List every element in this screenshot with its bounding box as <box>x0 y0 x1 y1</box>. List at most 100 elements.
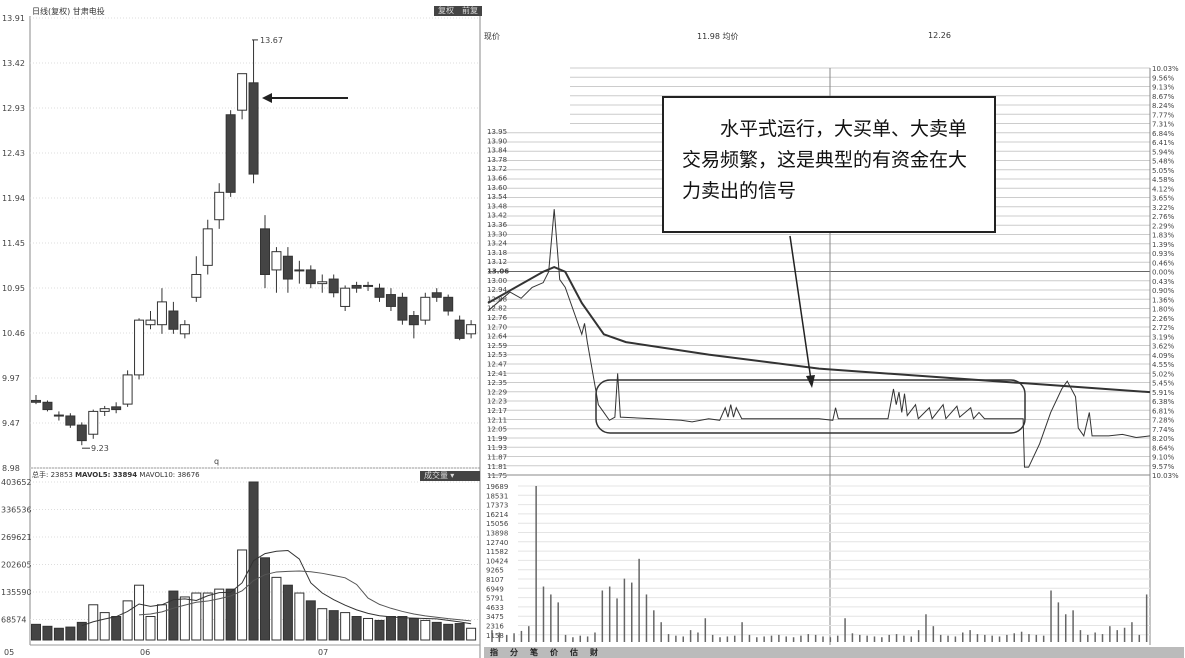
price-tick-label: 11.87 <box>487 454 507 462</box>
pct-tick-label: 0.93% <box>1152 250 1175 258</box>
candle-body <box>214 191 225 221</box>
candle-body <box>397 296 408 321</box>
pct-tick-label: 4.12% <box>1152 185 1175 193</box>
pct-tick-label: 8.20% <box>1152 435 1175 443</box>
mavol5: MAVOL5: 33894 <box>75 471 138 479</box>
volume-bar <box>145 616 156 641</box>
volume-bar <box>466 627 477 641</box>
pct-tick-label: 10.03% <box>1152 472 1179 480</box>
volume-bar <box>385 616 396 641</box>
restore-rights-button[interactable]: 复权 <box>434 6 458 16</box>
current-value: 12.26 <box>928 31 951 40</box>
candle-body <box>156 301 167 326</box>
price-tick-label: 13.54 <box>487 193 508 201</box>
tab-1[interactable]: 分 <box>510 648 518 657</box>
pct-tick-label: 7.31% <box>1152 121 1175 129</box>
candle-body <box>99 408 110 412</box>
pct-tick-label: 8.24% <box>1152 102 1175 110</box>
volume-bar <box>42 625 53 641</box>
mavol5-line <box>81 549 472 627</box>
tab-2[interactable]: 笔 <box>530 648 538 657</box>
candle-body <box>179 324 190 335</box>
price-tick-label: 11.94 <box>2 194 25 203</box>
volume-bar <box>191 592 202 641</box>
pct-tick-label: 4.58% <box>1152 176 1175 184</box>
price-tick-label: 12.43 <box>2 149 25 158</box>
volume-bar <box>202 592 213 641</box>
pct-tick-label: 5.05% <box>1152 167 1175 175</box>
pct-tick-label: 7.77% <box>1152 111 1175 119</box>
volume-tick-label: 336536 <box>1 506 32 515</box>
volume-tick-label: 202605 <box>1 561 32 570</box>
pct-tick-label: 5.94% <box>1152 148 1175 156</box>
volume-bar <box>340 612 351 641</box>
volume-tick-label: 12740 <box>486 539 508 547</box>
volume-tick-label: 68574 <box>1 616 26 625</box>
pct-tick-label: 0.90% <box>1152 287 1175 295</box>
price-tick-label: 8.98 <box>2 464 20 473</box>
volume-tick-label: 19689 <box>486 483 508 491</box>
volume-tick-label: 13898 <box>486 530 508 538</box>
volume-bar <box>179 596 190 641</box>
avg-price-label: 11.98 均价 <box>697 32 739 41</box>
volume-bar <box>363 617 374 641</box>
volume-bar <box>88 604 99 641</box>
volume-bar <box>134 584 145 641</box>
price-tick-label: 12.11 <box>487 416 507 424</box>
pct-tick-label: 8.67% <box>1152 93 1175 101</box>
volume-bar <box>168 590 179 641</box>
pct-tick-label: 3.22% <box>1152 204 1175 212</box>
price-tick-label: 13.06 <box>487 268 509 276</box>
candle-body <box>431 292 442 298</box>
price-tick-label: 12.05 <box>487 426 507 434</box>
candle-body <box>248 82 259 175</box>
price-tick-label: 11.93 <box>487 444 507 452</box>
tab-5[interactable]: 财 <box>590 648 598 657</box>
candle-body <box>31 399 41 403</box>
candle-body <box>65 415 76 426</box>
price-tick-label: 13.36 <box>487 221 508 229</box>
price-tick-label: 12.53 <box>487 351 507 359</box>
price-tick-label: 12.41 <box>487 370 507 378</box>
volume-indicator-select[interactable]: 成交量 ▾ <box>420 471 480 481</box>
candle-body <box>237 73 248 111</box>
candle-body <box>351 284 362 289</box>
volume-bar <box>351 616 362 641</box>
volume-tick-label: 4633 <box>486 604 504 612</box>
volume-bar <box>214 588 225 641</box>
volume-tick-label: 8107 <box>486 576 504 584</box>
price-tick-label: 13.48 <box>487 202 507 210</box>
tab-3[interactable]: 价 <box>550 648 558 657</box>
candle-body <box>42 401 53 411</box>
forward-rights-button[interactable]: 前复 <box>458 6 482 16</box>
price-tick-label: 12.47 <box>487 361 507 369</box>
pct-tick-label: 2.26% <box>1152 315 1175 323</box>
price-tick-label: 13.18 <box>487 249 507 257</box>
pct-tick-label: 9.10% <box>1152 454 1175 462</box>
volume-tick-label: 3475 <box>486 613 504 621</box>
tab-0[interactable]: 指 <box>490 648 498 657</box>
low-label: 9.23 <box>91 444 109 453</box>
arrow-head <box>262 93 272 103</box>
candle-body <box>317 281 328 285</box>
annotation-callout: 水平式运行，大买单、大卖单交易频繁，这是典型的有资金在大力卖出的信号 <box>662 96 996 233</box>
bottom-tabs: 指分笔价估财 <box>484 647 1184 658</box>
volume-bar <box>237 549 248 641</box>
pct-tick-label: 7.74% <box>1152 426 1175 434</box>
candle-body <box>260 228 270 275</box>
candle-body <box>466 324 477 335</box>
pct-tick-label: 1.36% <box>1152 296 1175 304</box>
pct-tick-label: 9.57% <box>1152 463 1175 471</box>
price-tick-label: 12.64 <box>487 333 508 341</box>
pct-tick-label: 9.56% <box>1152 74 1175 82</box>
pct-tick-label: 10.03% <box>1152 65 1179 73</box>
pct-tick-label: 3.65% <box>1152 195 1175 203</box>
pct-tick-label: 2.76% <box>1152 213 1175 221</box>
price-tick-label: 12.23 <box>487 398 507 406</box>
tab-4[interactable]: 估 <box>570 648 578 657</box>
candle-body <box>374 287 385 298</box>
pct-tick-label: 0.43% <box>1152 278 1175 286</box>
candle-body <box>443 296 454 312</box>
candle-body <box>111 406 122 411</box>
volume-tick-label: 9265 <box>486 567 504 575</box>
